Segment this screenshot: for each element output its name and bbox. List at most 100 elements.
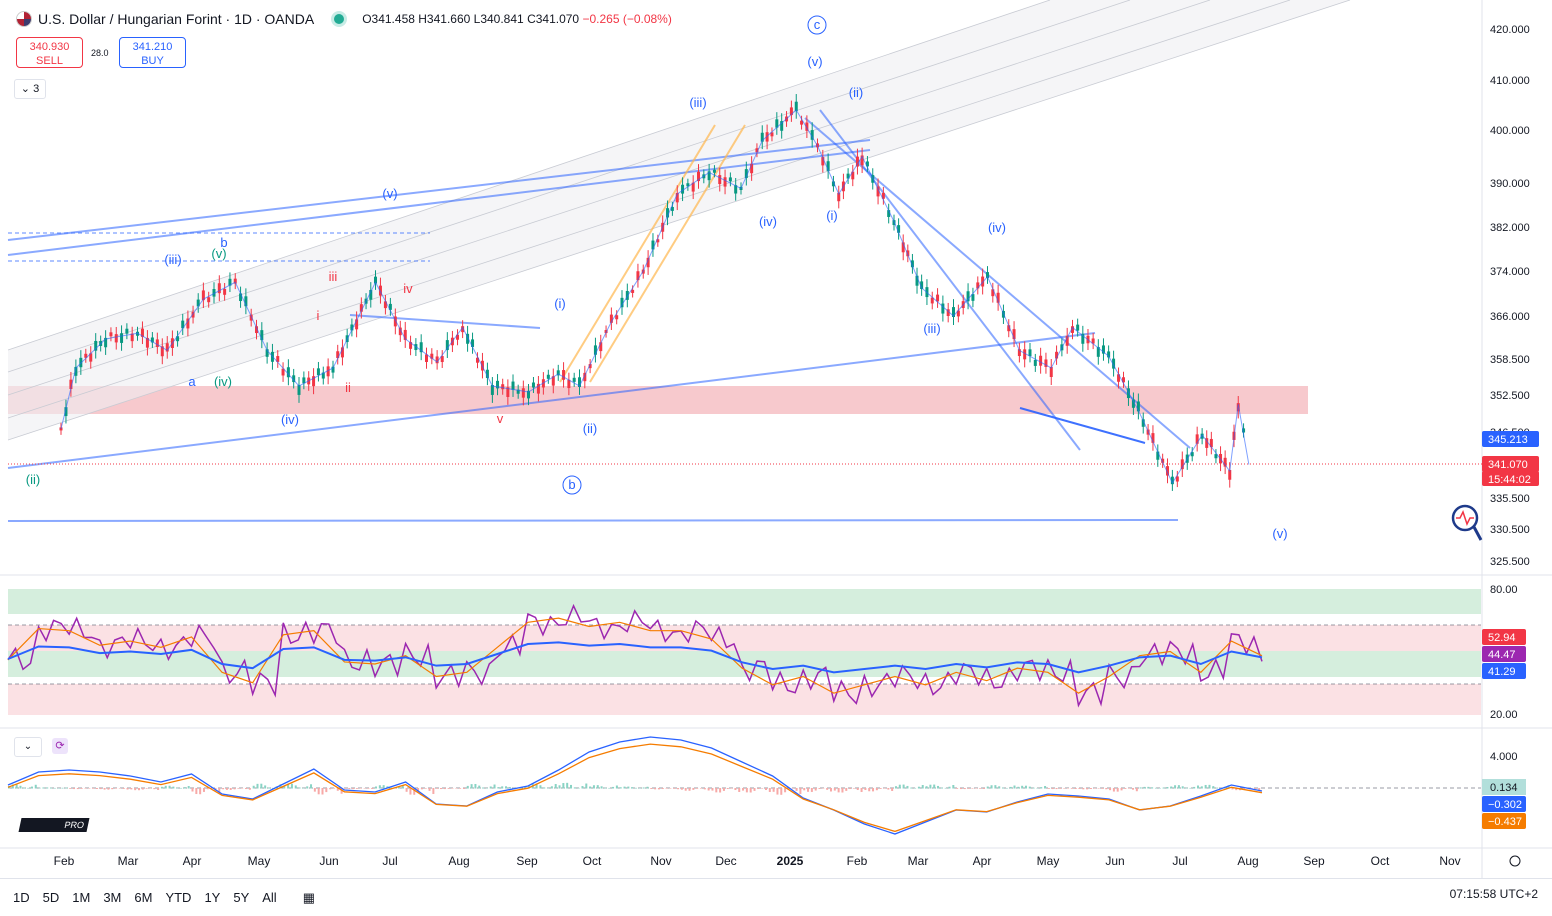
candle-body: [906, 250, 910, 257]
candle-body: [1131, 399, 1135, 408]
candle-body: [64, 407, 68, 417]
candle-body: [393, 316, 397, 327]
macd-histogram-bar: [650, 788, 653, 789]
timeframe-5y[interactable]: 5Y: [233, 890, 250, 905]
candle-body: [646, 257, 650, 268]
zoom-indicator-icon[interactable]: [1451, 504, 1483, 541]
macd-histogram-bar: [443, 788, 446, 790]
macd-histogram-bar: [1078, 788, 1081, 789]
candle-body: [521, 388, 525, 398]
macd-histogram-bar: [910, 787, 913, 789]
candle-body: [1200, 433, 1204, 439]
candle-body: [527, 390, 530, 399]
buy-button[interactable]: 341.210 BUY: [119, 37, 186, 68]
candle-body: [941, 303, 945, 314]
macd-histogram-bar: [160, 786, 163, 789]
timeframe-3m[interactable]: 3M: [103, 890, 122, 905]
macd-histogram-bar: [329, 788, 332, 790]
candle-body: [718, 175, 722, 185]
time-axis-label: Apr: [183, 854, 202, 868]
macd-histogram-bar: [1021, 785, 1024, 789]
macd-axis-label: 4.000: [1490, 751, 1518, 763]
price-axis-label: 400.000: [1490, 125, 1530, 137]
macd-histogram-bar: [524, 786, 527, 789]
macd-histogram-bar: [780, 788, 783, 795]
rsi-tag-1: 52.94: [1488, 632, 1516, 644]
macd-histogram-bar: [772, 788, 775, 792]
sell-button[interactable]: 340.930 SELL: [16, 37, 83, 68]
macd-histogram-bar: [382, 785, 385, 789]
candle-body: [445, 340, 449, 351]
macd-collapse-button[interactable]: ⌄: [14, 737, 42, 757]
timeframe-1d[interactable]: 1D: [13, 890, 30, 905]
macd-histogram-bar: [267, 787, 270, 789]
wave-label: (iv): [281, 412, 299, 427]
macd-histogram-bar: [424, 788, 427, 789]
macd-histogram-bar: [1105, 788, 1108, 790]
macd-histogram-bar: [1166, 787, 1169, 789]
macd-histogram-bar: [126, 788, 129, 790]
macd-histogram-bar: [363, 788, 366, 789]
symbol-title[interactable]: U.S. Dollar / Hungarian Forint · 1D · OA…: [38, 11, 315, 27]
macd-histogram-bar: [868, 788, 871, 792]
timeframe-5d[interactable]: 5D: [42, 890, 60, 905]
macd-histogram-bar: [237, 788, 240, 789]
candle-body: [920, 281, 924, 290]
macd-histogram-bar: [570, 784, 573, 789]
macd-histogram-bar: [956, 788, 959, 789]
timeframe-1y[interactable]: 1Y: [204, 890, 221, 905]
macd-histogram-bar: [1189, 787, 1192, 789]
macd-histogram-bar: [191, 788, 194, 792]
candle-body: [897, 225, 901, 233]
rsi-mid-zone: [8, 651, 1481, 677]
time-axis-label: Nov: [650, 854, 671, 868]
candle-body: [286, 367, 290, 378]
macd-histogram-bar: [401, 785, 404, 789]
timeframe-6m[interactable]: 6M: [134, 890, 153, 905]
candle-body: [69, 379, 73, 390]
macd-histogram-bar: [218, 788, 221, 794]
time-axis-label: Feb: [54, 854, 75, 868]
timeframe-1m[interactable]: 1M: [72, 890, 91, 905]
rsi-axis-label: 20.00: [1490, 709, 1518, 721]
candle-body: [755, 148, 759, 153]
macd-histogram-bar: [914, 787, 917, 789]
axis-settings-icon[interactable]: [1509, 855, 1521, 867]
candle-body: [901, 242, 905, 253]
candle-body: [1028, 349, 1032, 357]
candle-body: [551, 376, 555, 386]
candle-body: [321, 372, 325, 379]
candle-body: [109, 332, 113, 337]
macd-histogram-bar: [302, 787, 305, 789]
price-axis-label: 382.000: [1490, 222, 1530, 234]
time-axis[interactable]: Feb Mar Apr May Jun Jul Aug Sep Oct Nov Dec 2025 Feb…: [54, 854, 1461, 868]
candle-body: [1007, 325, 1011, 332]
rsi-series: [7, 603, 1263, 708]
macd-histogram-bar: [141, 788, 144, 790]
macd-histogram-bar: [375, 786, 378, 789]
macd-histogram-bar: [1093, 788, 1096, 789]
timeframe-ytd[interactable]: YTD: [165, 890, 192, 905]
macd-histogram-bar: [994, 785, 997, 789]
candle-body: [760, 132, 764, 142]
macd-histogram-bar: [340, 788, 343, 794]
candle-body: [915, 275, 919, 286]
macd-histogram-bar: [738, 788, 741, 792]
timeframe-all[interactable]: All: [262, 890, 277, 905]
candle-body: [398, 327, 402, 336]
calendar-icon[interactable]: ▦: [302, 889, 315, 905]
wave-label: (ii): [26, 472, 40, 487]
macd-histogram-bar: [260, 783, 263, 789]
collapse-indicators-button[interactable]: ⌄ 3: [14, 79, 46, 99]
rsi-lower-zone: [8, 684, 1481, 715]
macd-histogram-bar: [287, 783, 290, 789]
macd-histogram-bar: [1097, 788, 1100, 789]
chart-header: U.S. Dollar / Hungarian Forint · 1D · OA…: [16, 11, 672, 27]
candle-body: [826, 161, 830, 171]
macd-histogram-bar: [852, 788, 855, 789]
macd-histogram-bar: [206, 788, 209, 790]
macd-histogram-bar: [1208, 784, 1211, 789]
refresh-icon[interactable]: ⟳: [52, 738, 68, 754]
macd-histogram-bar: [688, 788, 691, 791]
